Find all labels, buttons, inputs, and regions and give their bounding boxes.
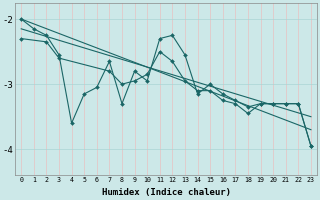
X-axis label: Humidex (Indice chaleur): Humidex (Indice chaleur) [101, 188, 231, 197]
